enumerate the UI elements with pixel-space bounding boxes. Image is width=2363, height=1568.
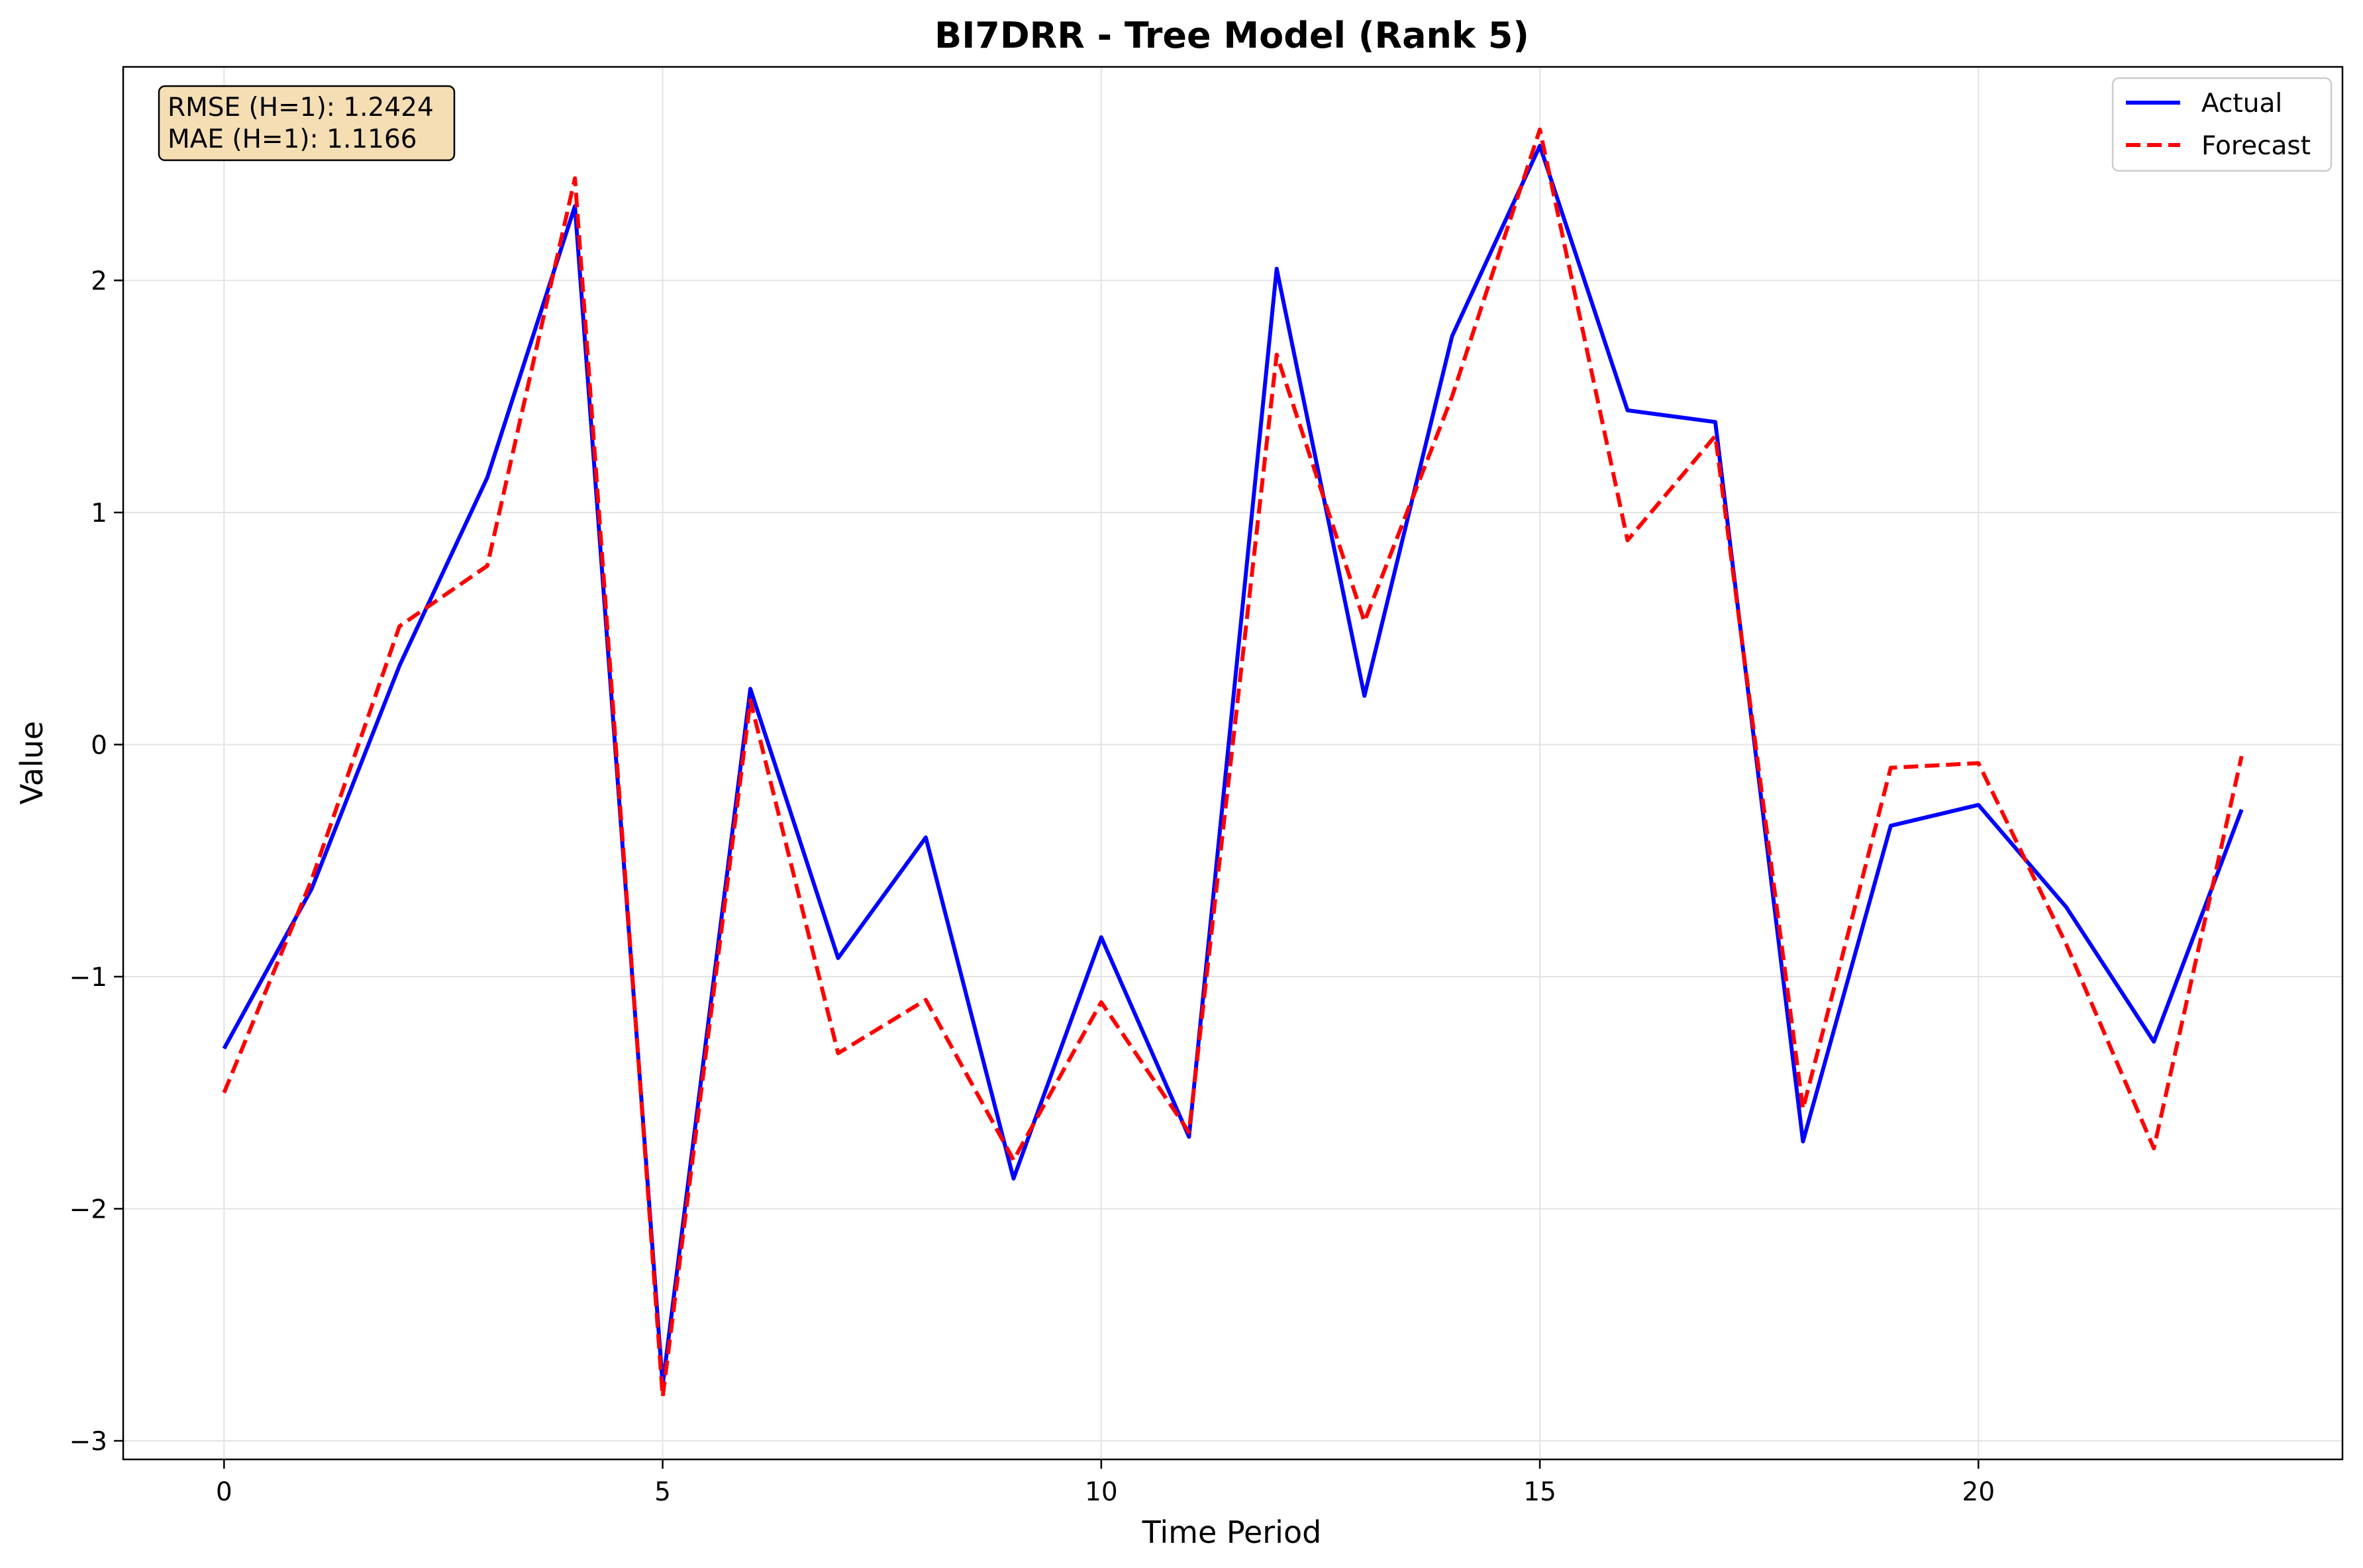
series-line-forecast bbox=[222, 127, 2244, 1399]
legend-label-actual: Actual bbox=[2201, 89, 2282, 119]
x-axis-label: Time Period bbox=[1142, 1514, 1322, 1550]
series-line-actual bbox=[222, 144, 2244, 1387]
series-layer bbox=[222, 127, 2244, 1399]
chart-title: BI7DRR - Tree Model (Rank 5) bbox=[934, 15, 1529, 56]
grid bbox=[123, 67, 2342, 1459]
y-tick-label: 1 bbox=[91, 499, 107, 528]
y-tick-label: 0 bbox=[91, 730, 107, 760]
y-tick-label: −3 bbox=[70, 1427, 108, 1457]
x-tick-label: 10 bbox=[1085, 1477, 1118, 1507]
metrics-box-background bbox=[158, 85, 456, 162]
rmse-text: RMSE (H=1): 1.2424 bbox=[168, 93, 434, 122]
axis-ticks: 0 5 10 15 20 −3 −2 −1 0 1 2 bbox=[70, 266, 1995, 1507]
x-tick-label: 0 bbox=[216, 1477, 232, 1507]
mae-text: MAE (H=1): 1.1166 bbox=[168, 124, 417, 154]
y-axis-label: Value bbox=[14, 721, 50, 805]
metrics-annotation: RMSE (H=1): 1.2424 MAE (H=1): 1.1166 bbox=[158, 85, 456, 162]
y-tick-label: −1 bbox=[70, 963, 108, 993]
x-tick-label: 20 bbox=[1962, 1477, 1995, 1507]
y-tick-label: 2 bbox=[91, 266, 107, 296]
y-tick-label: −2 bbox=[70, 1195, 108, 1224]
legend: Actual Forecast bbox=[2111, 77, 2333, 172]
plot-frame bbox=[122, 66, 2344, 1461]
x-tick-label: 5 bbox=[654, 1477, 671, 1507]
legend-label-forecast: Forecast bbox=[2201, 131, 2311, 161]
x-tick-label: 15 bbox=[1523, 1477, 1556, 1507]
